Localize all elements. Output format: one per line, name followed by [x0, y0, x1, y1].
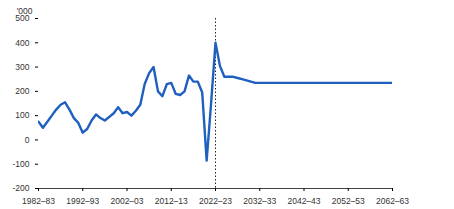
svg-text:2012–13: 2012–13	[155, 196, 188, 206]
svg-text:100: 100	[15, 110, 29, 120]
svg-text:2062–63: 2062–63	[376, 196, 409, 206]
svg-text:-100: -100	[12, 159, 29, 169]
svg-text:0: 0	[25, 135, 30, 145]
svg-text:500: 500	[15, 13, 30, 24]
svg-text:1982–83: 1982–83	[22, 196, 55, 206]
svg-text:2032–33: 2032–33	[243, 196, 276, 206]
svg-text:200: 200	[15, 86, 29, 96]
svg-text:2042–43: 2042–43	[287, 196, 320, 206]
svg-text:2022–23: 2022–23	[199, 196, 232, 206]
svg-text:-200: -200	[12, 183, 29, 193]
svg-text:2002–03: 2002–03	[110, 196, 143, 206]
svg-text:2052–53: 2052–53	[332, 196, 365, 206]
svg-text:1992–93: 1992–93	[66, 196, 99, 206]
svg-text:300: 300	[15, 62, 29, 72]
svg-text:400: 400	[15, 38, 29, 48]
svg-text:'000: '000	[17, 6, 33, 16]
